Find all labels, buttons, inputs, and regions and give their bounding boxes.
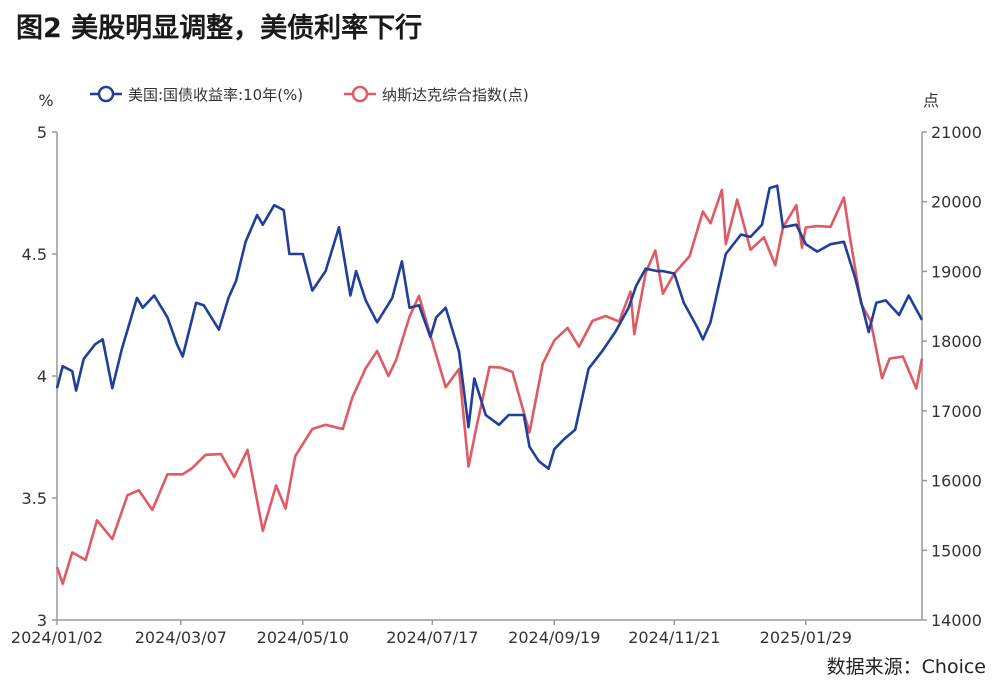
x-tick-label: 2024/07/17 (386, 628, 478, 647)
right-tick-label: 19000 (931, 262, 982, 281)
left-tick-label: 3 (37, 611, 47, 630)
left-tick-label: 4 (37, 367, 47, 386)
legend-label-nasdaq: 纳斯达克综合指数(点) (382, 86, 529, 104)
x-tick-label: 2024/05/10 (257, 628, 349, 647)
left-axis-unit: % (38, 91, 53, 110)
source-note: 数据来源：Choice (826, 656, 986, 678)
series-line-treasury-10y (55, 184, 924, 470)
right-axis-unit: 点 (923, 91, 939, 110)
right-tick-label: 20000 (931, 193, 982, 212)
legend-label-treasury: 美国:国债收益率:10年(%) (128, 86, 303, 104)
left-tick-label: 3.5 (22, 489, 47, 508)
x-tick-label: 2024/11/21 (628, 628, 720, 647)
legend-marker-nasdaq (351, 85, 369, 103)
left-tick-label: 4.5 (22, 245, 47, 264)
x-tick-label: 2024/01/02 (11, 628, 103, 647)
left-axis-ticks: 3 3.5 4 4.5 5 (22, 123, 57, 630)
legend: 美国:国债收益率:10年(%) 纳斯达克综合指数(点) (90, 85, 529, 104)
left-tick-label: 5 (37, 123, 47, 142)
right-tick-label: 14000 (931, 611, 982, 630)
right-tick-label: 16000 (931, 472, 982, 491)
x-tick-label: 2025/01/29 (760, 628, 852, 647)
right-tick-label: 15000 (931, 541, 982, 560)
right-tick-label: 21000 (931, 123, 982, 142)
series-line-nasdaq (55, 188, 924, 585)
right-axis-ticks: 14000 15000 16000 17000 18000 19000 20000 21000 (922, 123, 982, 630)
x-axis-ticks: 2024/01/02 2024/03/07 2024/05/10 2024/07/17… (11, 620, 852, 647)
legend-marker-treasury (97, 85, 115, 103)
x-tick-label: 2024/03/07 (135, 628, 227, 647)
x-tick-label: 2024/09/19 (508, 628, 600, 647)
right-tick-label: 17000 (931, 402, 982, 421)
right-tick-label: 18000 (931, 332, 982, 351)
chart-title: 图2 美股明显调整，美债利率下行 (16, 13, 423, 44)
